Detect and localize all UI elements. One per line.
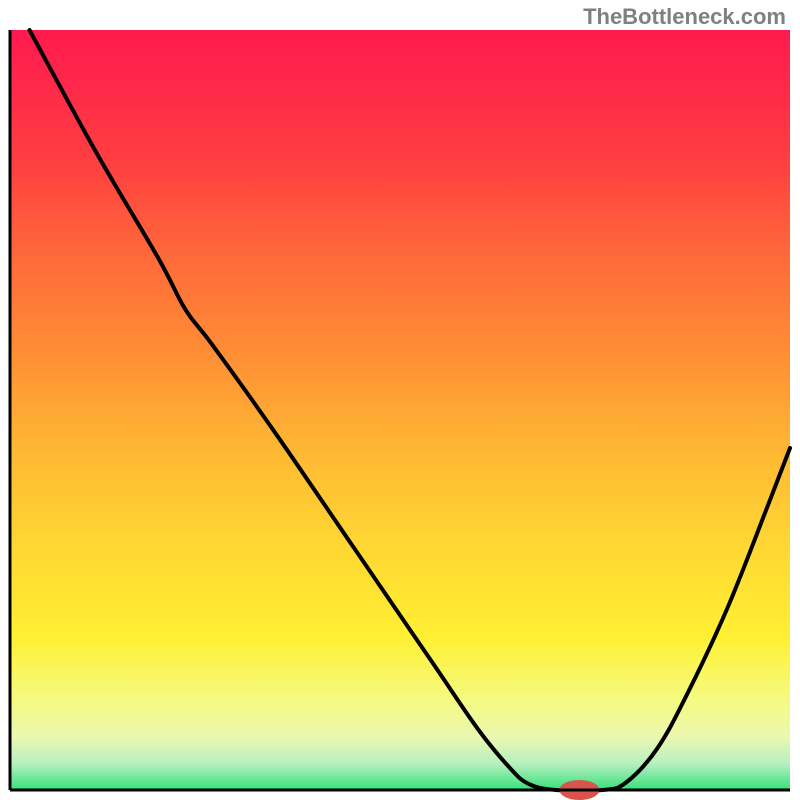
chart-container: TheBottleneck.com	[0, 0, 800, 800]
plot-background	[10, 30, 790, 790]
watermark-text: TheBottleneck.com	[583, 4, 786, 30]
bottleneck-chart	[0, 0, 800, 800]
